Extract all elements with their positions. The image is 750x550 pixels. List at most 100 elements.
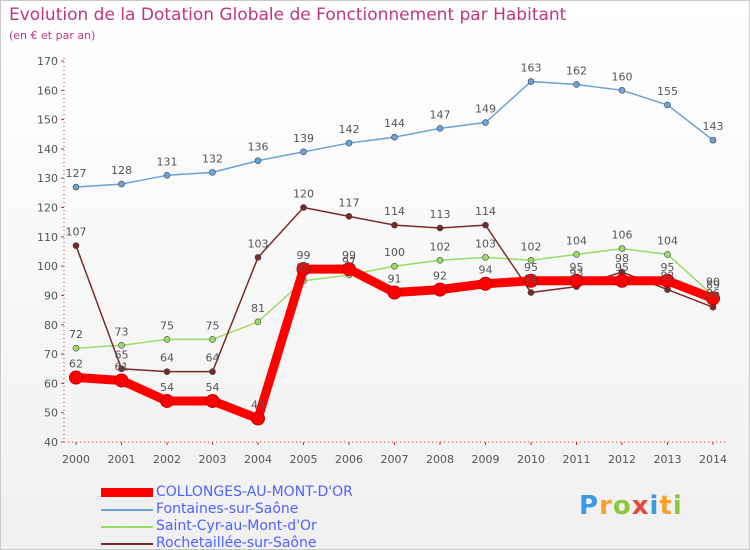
x-tick-label: 2009 (472, 453, 500, 466)
data-label-fontaines: 155 (657, 85, 678, 98)
data-label-fontaines: 162 (566, 64, 587, 77)
data-label-fontaines: 144 (384, 117, 405, 130)
data-label-rochetaillee: 64 (160, 352, 174, 365)
data-label-rochetaillee: 107 (66, 226, 87, 239)
data-point-collonges (114, 373, 129, 388)
data-point-fontaines (573, 81, 580, 88)
data-point-fontaines (482, 119, 489, 126)
data-point-saint-cyr (209, 336, 216, 343)
data-label-rochetaillee: 93 (570, 267, 584, 280)
data-point-saint-cyr (391, 262, 398, 270)
data-label-fontaines: 160 (612, 70, 633, 83)
x-tick-label: 2004 (244, 453, 272, 466)
data-point-collonges (524, 273, 538, 288)
data-label-collonges: 62 (69, 358, 83, 371)
data-label-fontaines: 136 (248, 141, 269, 154)
y-tick-label: 130 (37, 172, 58, 185)
data-label-collonges: 95 (615, 261, 629, 274)
data-point-rochetaillee (345, 213, 353, 220)
y-tick-label: 100 (37, 260, 58, 273)
data-label-rochetaillee: 113 (430, 208, 451, 221)
legend-label-saint-cyr: Saint-Cyr-au-Mont-d'Or (156, 518, 317, 534)
data-label-rochetaillee: 92 (661, 270, 675, 283)
data-label-collonges: 48 (251, 399, 265, 412)
x-tick-label: 2000 (62, 453, 90, 466)
data-point-saint-cyr (72, 344, 80, 352)
data-label-fontaines: 143 (703, 120, 724, 133)
legend-swatch-saint-cyr (101, 526, 153, 528)
proxiti-logo: Proxiti (579, 491, 683, 521)
data-label-rochetaillee: 114 (475, 205, 496, 218)
x-tick-label: 2007 (381, 453, 409, 466)
data-label-rochetaillee: 103 (248, 237, 269, 250)
data-point-saint-cyr (118, 341, 125, 349)
data-label-saint-cyr: 75 (160, 319, 174, 332)
y-tick-label: 60 (44, 377, 58, 390)
legend-label-rochetaillee: Rochetaillée-sur-Saône (156, 535, 317, 550)
y-tick-label: 160 (37, 84, 58, 97)
data-label-fontaines: 131 (157, 155, 178, 168)
data-point-saint-cyr (573, 251, 580, 258)
legend-label-collonges: COLLONGES-AU-MONT-D'OR (156, 484, 353, 500)
data-point-rochetaillee (300, 204, 307, 211)
data-point-collonges (478, 276, 493, 291)
data-label-saint-cyr: 104 (657, 234, 678, 247)
y-tick-label: 90 (44, 289, 58, 302)
data-point-rochetaillee (163, 368, 171, 375)
data-point-saint-cyr (436, 256, 444, 264)
y-tick-label: 70 (44, 348, 58, 361)
data-label-saint-cyr: 100 (384, 246, 405, 259)
data-label-collonges: 95 (661, 261, 675, 274)
data-label-rochetaillee: 64 (206, 352, 220, 365)
data-point-saint-cyr (664, 251, 671, 258)
data-label-fontaines: 163 (521, 62, 542, 75)
data-label-collonges: 95 (570, 261, 584, 274)
legend-label-fontaines: Fontaines-sur-Saône (156, 501, 299, 517)
data-label-rochetaillee: 65 (115, 349, 129, 362)
data-label-fontaines: 149 (475, 103, 496, 116)
y-tick-label: 40 (44, 436, 58, 449)
data-label-collonges: 94 (479, 264, 493, 277)
data-point-fontaines (618, 87, 626, 94)
data-point-rochetaillee (436, 224, 444, 232)
data-label-saint-cyr: 106 (612, 229, 633, 242)
data-label-collonges: 99 (297, 249, 311, 262)
data-point-collonges (660, 273, 675, 288)
data-label-collonges: 95 (524, 261, 538, 274)
x-tick-label: 2005 (290, 453, 318, 466)
data-label-fontaines: 139 (293, 132, 314, 145)
y-tick-label: 110 (37, 231, 58, 244)
data-point-rochetaillee (118, 365, 125, 373)
data-point-rochetaillee (391, 221, 398, 229)
data-label-collonges: 92 (433, 270, 447, 283)
chart-title: Evolution de la Dotation Globale de Fonc… (9, 5, 567, 25)
y-tick-label: 170 (37, 55, 58, 68)
data-point-saint-cyr (482, 254, 489, 261)
data-label-saint-cyr: 102 (521, 240, 542, 253)
data-label-rochetaillee: 86 (706, 287, 720, 300)
data-label-rochetaillee: 120 (293, 188, 314, 201)
y-tick-label: 140 (37, 143, 58, 156)
data-point-collonges (160, 393, 174, 408)
data-label-collonges: 54 (206, 381, 220, 394)
x-tick-label: 2002 (153, 453, 181, 466)
data-point-collonges (569, 273, 584, 288)
data-label-fontaines: 132 (202, 152, 223, 165)
data-label-collonges: 54 (160, 381, 174, 394)
x-tick-label: 2010 (517, 453, 545, 466)
data-label-saint-cyr: 73 (115, 325, 129, 338)
data-point-fontaines (209, 169, 216, 176)
data-label-saint-cyr: 81 (251, 302, 265, 315)
data-point-collonges (342, 262, 356, 277)
data-point-collonges (706, 291, 720, 306)
x-tick-label: 2014 (699, 453, 727, 466)
data-point-saint-cyr (163, 336, 171, 343)
data-label-rochetaillee: 98 (615, 252, 629, 265)
data-point-rochetaillee (527, 289, 535, 296)
data-label-saint-cyr: 90 (706, 275, 720, 288)
data-point-collonges (387, 285, 402, 300)
data-point-collonges (205, 393, 220, 408)
data-point-fontaines (664, 101, 671, 109)
